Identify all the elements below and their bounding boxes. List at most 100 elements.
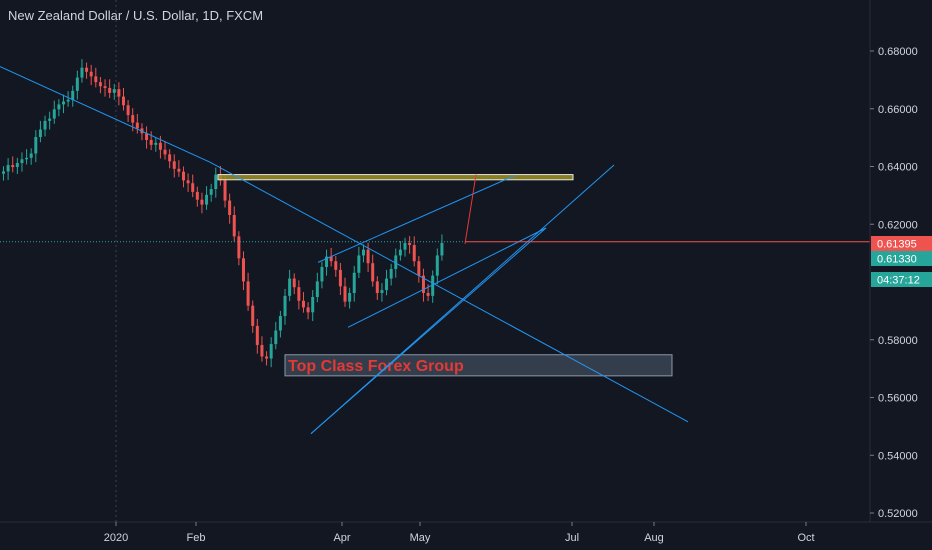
- trendline[interactable]: [317, 174, 516, 263]
- trendline[interactable]: [209, 161, 689, 423]
- candle-body: [34, 137, 38, 154]
- candle-body: [348, 292, 352, 302]
- candle-body: [306, 307, 310, 313]
- candle-body: [343, 286, 347, 302]
- candle-body: [389, 269, 393, 279]
- candle-body: [338, 269, 342, 287]
- candle-body: [297, 287, 301, 301]
- candle-body: [412, 245, 416, 262]
- candle-body: [426, 292, 430, 296]
- candle-body: [223, 180, 227, 201]
- candle-body: [269, 344, 273, 359]
- candle-body: [94, 76, 98, 83]
- candle-body: [195, 191, 199, 200]
- candle-body: [57, 104, 61, 110]
- candle-body: [435, 255, 439, 276]
- trendline[interactable]: [0, 66, 211, 163]
- candle-body: [168, 154, 172, 162]
- candle-body: [85, 67, 89, 72]
- candle-body: [2, 171, 5, 174]
- candle-body: [181, 171, 185, 181]
- candle-body: [71, 90, 75, 100]
- candle-body: [200, 199, 204, 205]
- candle-body: [131, 115, 135, 123]
- candle-body: [408, 243, 412, 246]
- candle-body: [440, 243, 444, 256]
- candle-body: [375, 281, 379, 293]
- x-tick-label: May: [410, 532, 431, 544]
- candle-body: [260, 344, 264, 357]
- candle-body: [103, 86, 107, 88]
- candle-body: [80, 67, 84, 78]
- candle-body: [158, 142, 162, 150]
- candle-body: [126, 105, 130, 116]
- candle-body: [265, 356, 269, 359]
- candle-body: [29, 153, 33, 158]
- candle-body: [25, 157, 29, 160]
- candle-body: [352, 272, 356, 293]
- price-tag: [871, 236, 932, 251]
- candle-body: [311, 297, 315, 313]
- candle-body: [135, 122, 139, 129]
- candle-body: [209, 189, 213, 195]
- candle-body: [237, 236, 241, 259]
- candle-body: [154, 142, 158, 145]
- trendlines: [0, 66, 870, 434]
- y-tick-label: 0.62000: [878, 219, 918, 231]
- candle-body: [366, 249, 370, 264]
- candle-body: [274, 330, 278, 345]
- candle-body: [241, 258, 245, 282]
- candle-body: [361, 249, 365, 256]
- candle-body: [315, 281, 319, 298]
- price-tag-label: 0.61395: [877, 239, 917, 251]
- candle-body: [320, 266, 324, 282]
- candle-body: [214, 174, 218, 190]
- candle-body: [301, 300, 305, 308]
- candle-body: [334, 261, 338, 270]
- candle-body: [288, 278, 292, 296]
- price-tag-label: 04:37:12: [877, 275, 920, 287]
- candle-body: [48, 118, 52, 121]
- candle-body: [232, 215, 236, 237]
- price-tag: [871, 251, 932, 266]
- candle-body: [292, 278, 296, 288]
- candle-body: [43, 120, 47, 130]
- candle-body: [121, 96, 125, 106]
- price-tag-label: 0.61330: [877, 254, 917, 266]
- support-zone-label: Top Class Forex Group: [288, 358, 464, 375]
- candle-body: [66, 99, 70, 102]
- projection-line[interactable]: [464, 174, 477, 244]
- candle-body: [38, 129, 42, 138]
- x-tick-label: Jul: [565, 532, 579, 544]
- zones: Top Class Forex Group: [217, 174, 673, 377]
- price-tag: [871, 272, 932, 287]
- candle-body: [380, 290, 384, 293]
- candle-body: [89, 71, 93, 77]
- candle-body: [371, 263, 375, 282]
- candle-body: [325, 256, 329, 267]
- trendline[interactable]: [310, 164, 615, 434]
- candle-body: [52, 109, 56, 119]
- x-tick-label: 2020: [104, 532, 128, 544]
- candle-body: [6, 165, 10, 172]
- y-tick-label: 0.54000: [878, 450, 918, 462]
- trendline[interactable]: [347, 227, 547, 328]
- candle-body: [357, 255, 361, 273]
- candle-body: [177, 168, 181, 172]
- candle-body: [15, 163, 19, 168]
- candle-body: [117, 89, 121, 97]
- chart-title: New Zealand Dollar / U.S. Dollar, 1D, FX…: [8, 8, 264, 23]
- candle-body: [251, 305, 255, 326]
- candle-body: [149, 139, 153, 145]
- candle-body: [417, 261, 421, 276]
- candle-body: [283, 295, 287, 317]
- y-tick-label: 0.68000: [878, 46, 918, 58]
- candle-body: [163, 149, 167, 155]
- y-tick-label: 0.66000: [878, 104, 918, 116]
- y-tick-label: 0.56000: [878, 393, 918, 405]
- candle-body: [11, 165, 15, 168]
- candle-body: [394, 255, 398, 270]
- resistance-zone[interactable]: [217, 174, 574, 181]
